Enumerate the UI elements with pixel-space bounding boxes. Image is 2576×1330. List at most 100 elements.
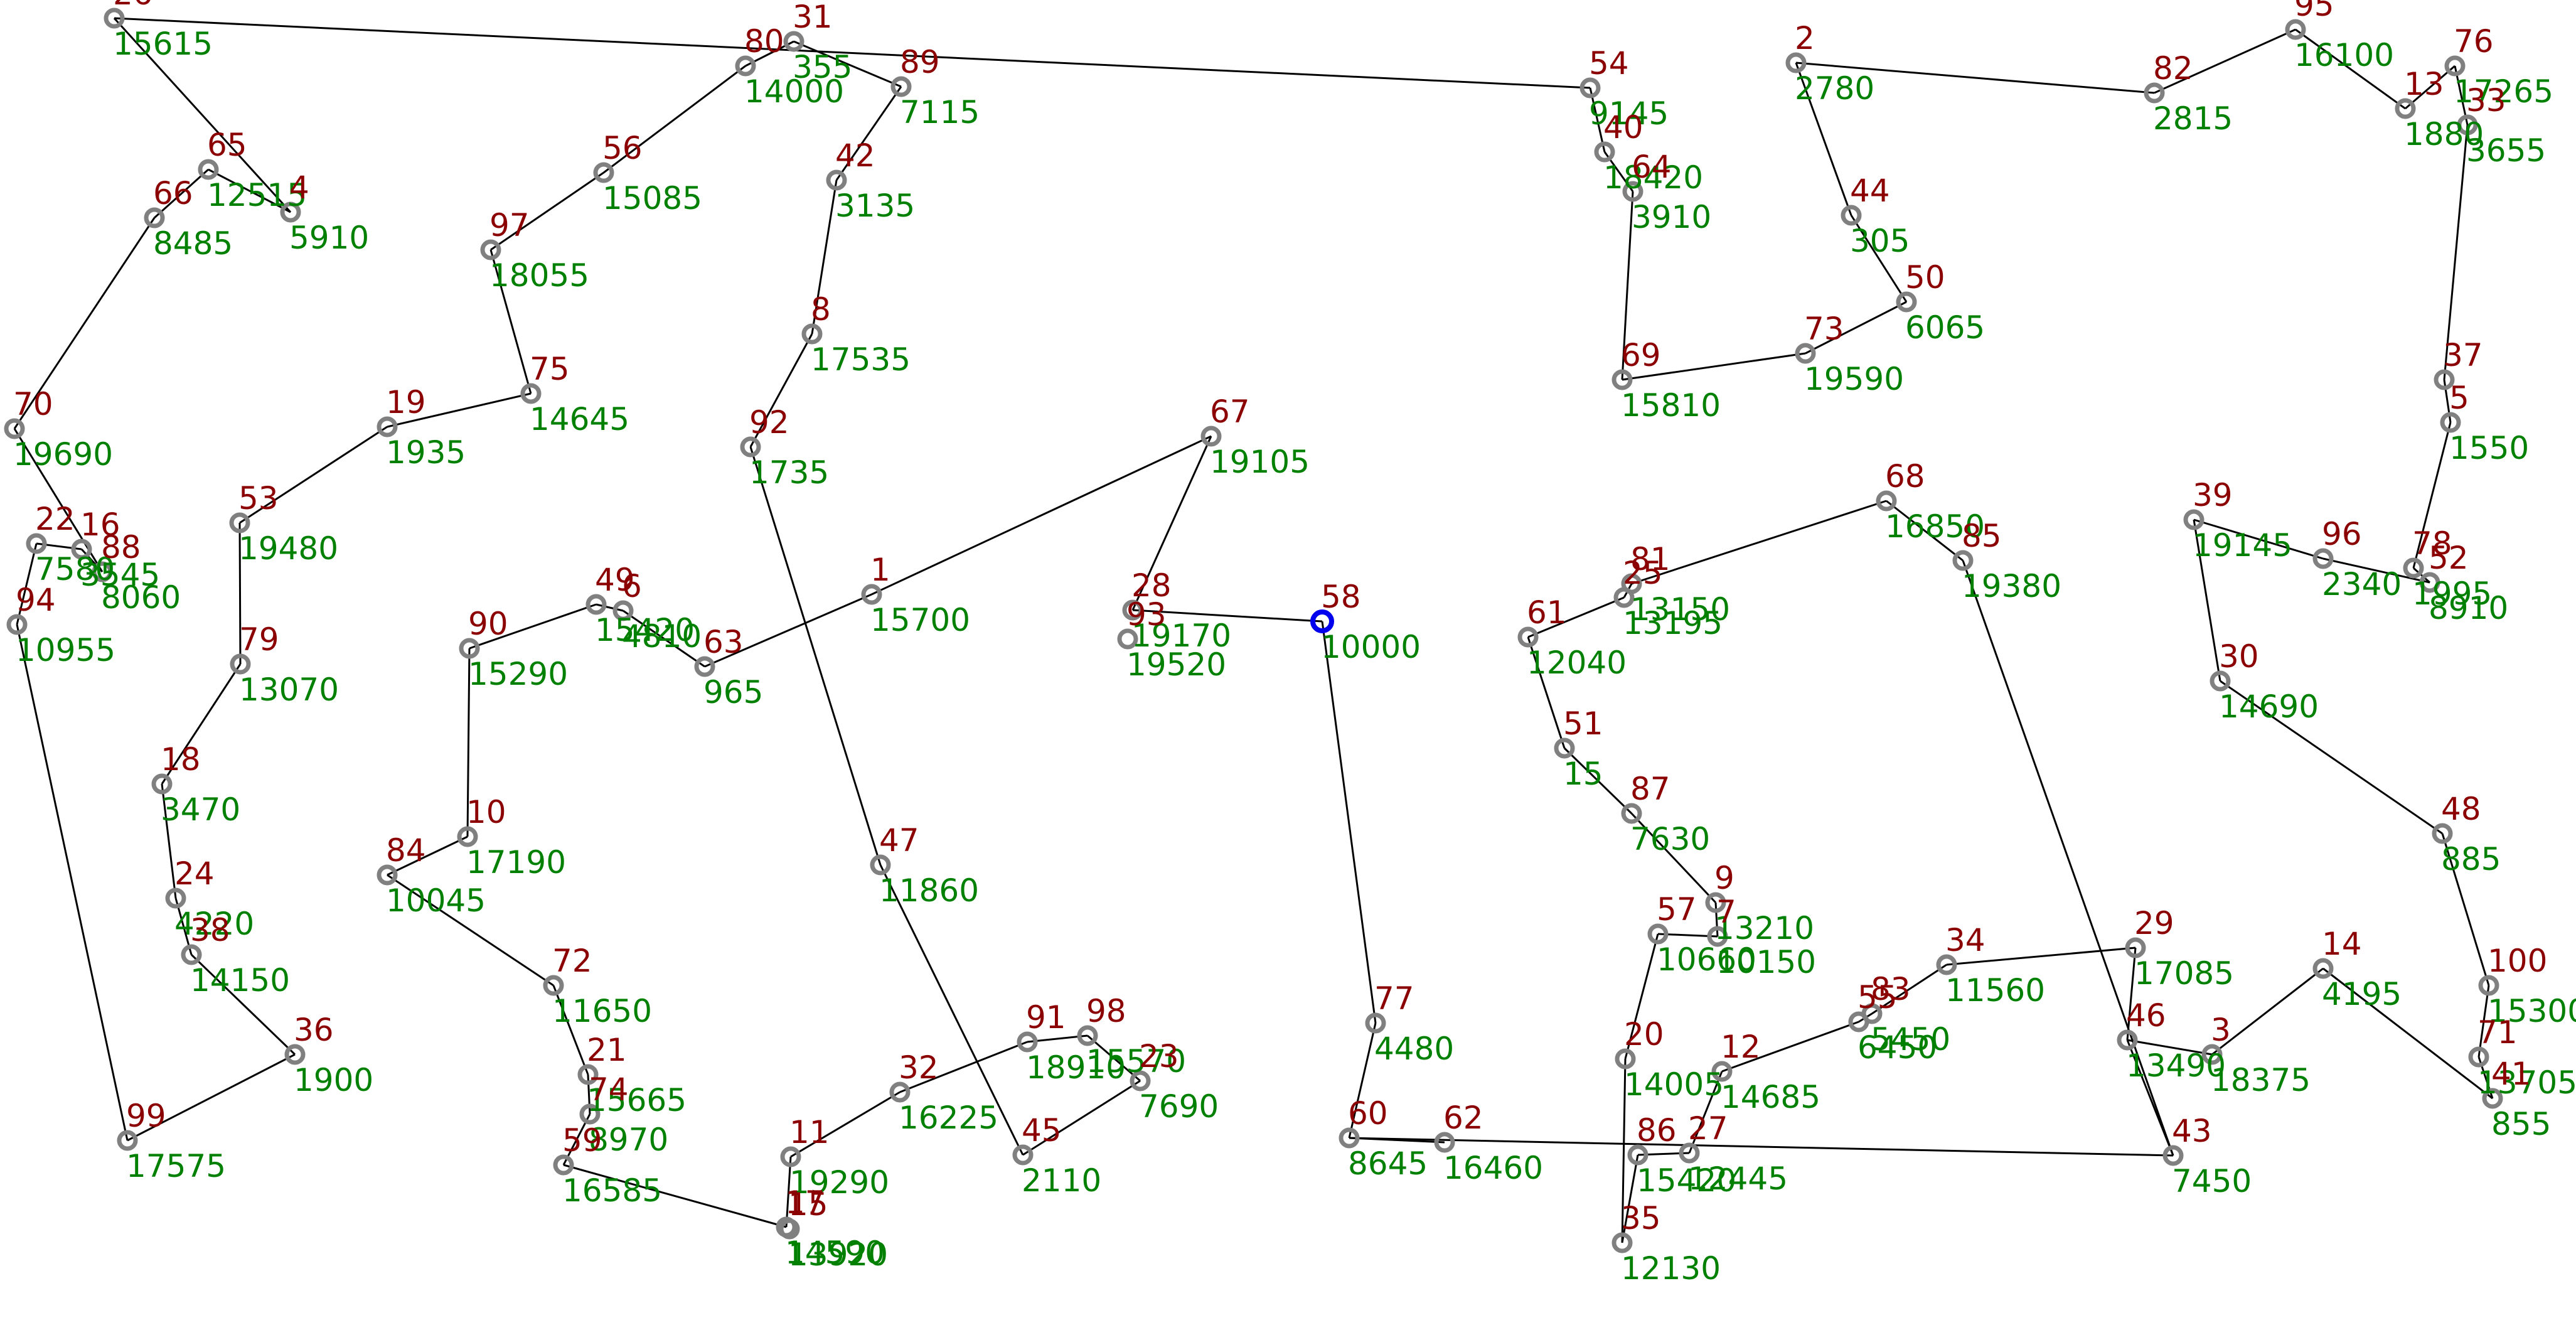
node-2 <box>1785 52 1807 73</box>
node-value-label: 18910 <box>1026 1049 1126 1086</box>
node-value-label: 13210 <box>1714 910 1814 947</box>
node-value-label: 13705 <box>2477 1065 2576 1101</box>
node-45 <box>1012 1144 1034 1166</box>
route-edge <box>387 835 468 876</box>
node-id-label: 45 <box>1022 1112 1062 1149</box>
route-edge <box>2211 967 2324 1056</box>
node-id-label: 6 <box>622 568 642 604</box>
node-id-label: 50 <box>1905 259 1945 296</box>
route-edge <box>1850 215 1908 303</box>
route-edge <box>899 1041 1028 1093</box>
node-id-label: 62 <box>1443 1100 1483 1136</box>
node-75 <box>520 383 542 404</box>
route-edge <box>113 17 292 213</box>
node-41 <box>2482 1088 2503 1109</box>
node-48 <box>2432 823 2453 844</box>
node-value-label: 355 <box>793 49 852 85</box>
node-95 <box>2285 19 2306 40</box>
depot-node <box>1310 609 1334 633</box>
node-value-label: 17085 <box>2134 955 2234 992</box>
route-edge <box>790 1091 901 1158</box>
node-id-label: 88 <box>101 529 141 566</box>
node-value-label: 3910 <box>1632 199 1711 235</box>
node-50 <box>1896 291 1917 313</box>
node-id-label: 90 <box>468 606 508 642</box>
node-85 <box>1952 550 1974 571</box>
node-value-label: 8645 <box>1348 1145 1428 1182</box>
node-70 <box>4 418 25 439</box>
node-id-label: 11 <box>789 1114 830 1150</box>
route-edge <box>2443 124 2469 380</box>
node-89 <box>890 76 912 97</box>
node-23 <box>1130 1070 1151 1091</box>
node-33 <box>2457 114 2478 136</box>
node-21 <box>577 1064 599 1085</box>
node-id-label: 71 <box>2477 1014 2518 1051</box>
node-value-label: 11650 <box>552 993 652 1029</box>
node-id-label: 9 <box>1714 860 1734 896</box>
node-value-label: 16585 <box>562 1172 662 1209</box>
node-id-label: 31 <box>793 0 833 35</box>
node-73 <box>1795 343 1816 364</box>
node-value-label: 10955 <box>16 632 115 668</box>
node-value-label: 7630 <box>1630 821 1710 857</box>
node-value-label: 17535 <box>811 341 911 378</box>
node-id-label: 8 <box>811 291 831 328</box>
node-value-label: 12445 <box>1688 1161 1788 1197</box>
node-22 <box>26 533 47 554</box>
node-5 <box>2440 412 2461 433</box>
route-edge <box>1714 902 1719 937</box>
node-id-label: 14 <box>2322 926 2362 962</box>
node-90 <box>459 638 480 659</box>
node-id-label: 35 <box>1621 1200 1661 1236</box>
node-value-label: 7580 <box>35 551 115 587</box>
node-id-label: 79 <box>239 621 279 658</box>
node-72 <box>543 975 564 996</box>
node-94 <box>6 614 28 635</box>
route-edge <box>489 249 532 394</box>
node-value-label: 1995 <box>2412 576 2492 612</box>
route-edge <box>16 543 38 625</box>
node-id-label: 89 <box>900 44 940 80</box>
node-19 <box>377 416 398 437</box>
route-edge <box>2126 947 2137 1041</box>
node-id-label: 53 <box>238 480 279 517</box>
node-36 <box>284 1044 306 1065</box>
node-id-label: 69 <box>1621 337 1661 373</box>
node-value-label: 19380 <box>1962 568 2061 604</box>
node-id-label: 100 <box>2488 943 2547 979</box>
node-25 <box>1613 587 1635 608</box>
node-62 <box>1434 1132 1455 1153</box>
node-value-label: 15665 <box>587 1082 687 1118</box>
route-edge <box>490 171 604 251</box>
route-edge <box>161 783 177 899</box>
node-id-label: 12 <box>1721 1029 1761 1065</box>
route-edge <box>161 663 242 785</box>
node-id-label: 99 <box>126 1098 166 1134</box>
node-value-label: 14685 <box>1721 1079 1820 1115</box>
node-49 <box>585 594 607 615</box>
node-34 <box>1936 954 1957 975</box>
node-value-label: 14000 <box>744 73 844 110</box>
route-edge <box>387 874 554 987</box>
node-value-label: 19690 <box>13 436 113 473</box>
route-edge <box>879 864 1024 1156</box>
node-value-label: 4810 <box>622 618 702 655</box>
node-id-label: 83 <box>1871 971 1911 1007</box>
node-value-label: 1935 <box>386 434 466 471</box>
node-20 <box>1615 1048 1636 1070</box>
node-value-label: 3135 <box>835 188 915 224</box>
node-value-label: 13490 <box>2126 1048 2226 1084</box>
node-id-label: 37 <box>2443 337 2483 373</box>
node-value-label: 965 <box>703 674 763 711</box>
node-6 <box>612 600 634 621</box>
node-id-label: 84 <box>386 832 426 869</box>
node-value-label: 2780 <box>1795 70 1874 107</box>
route-edge <box>1795 62 1852 216</box>
node-40 <box>1594 141 1615 163</box>
route-edge <box>2412 422 2452 569</box>
node-82 <box>2144 82 2165 104</box>
node-id-label: 13 <box>2404 66 2444 102</box>
route-edge <box>563 1164 787 1228</box>
node-id-label: 3 <box>2211 1012 2231 1048</box>
